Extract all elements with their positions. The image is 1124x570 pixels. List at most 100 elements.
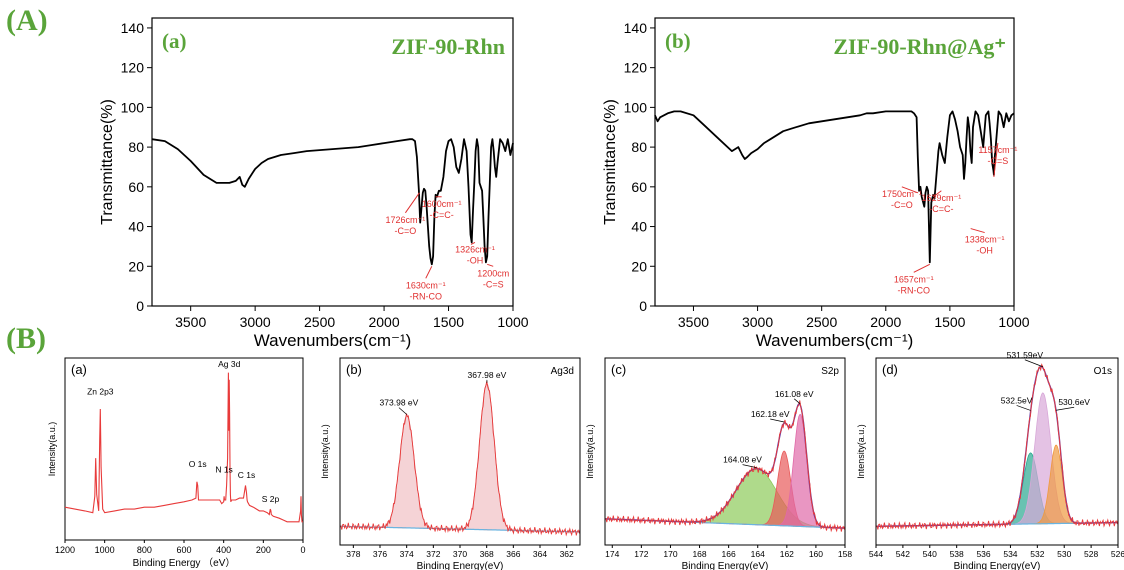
peak-label: O 1s: [189, 459, 207, 469]
annotation-text: -C=S: [483, 279, 504, 289]
x-tick-label: 528: [1084, 549, 1098, 559]
annotation-text: 1157cm⁻¹: [978, 145, 1017, 155]
peak-label: Ag 3d: [218, 359, 240, 369]
peak-leader: [1056, 406, 1075, 411]
y-tick-label: 100: [624, 99, 648, 115]
peak-label: 161.08 eV: [775, 389, 814, 399]
annotation-text: -C=C-: [430, 210, 454, 220]
x-tick-label: 2500: [304, 314, 335, 330]
x-tick-label: 3500: [175, 314, 206, 330]
raw-data-line: [876, 363, 1118, 530]
annotation-text: 1657cm⁻¹: [894, 274, 934, 284]
annotation-text: 1629cm⁻¹: [921, 193, 961, 203]
y-axis-label: Intensity(a.u.): [856, 424, 866, 479]
x-tick-label: 158: [838, 549, 852, 559]
annotation-text: 1326cm⁻¹: [455, 244, 495, 254]
raw-data-line: [340, 381, 580, 537]
y-tick-label: 100: [121, 99, 145, 115]
peak-label: S 2p: [262, 494, 280, 504]
annotation-text: -RN-CO: [898, 285, 931, 295]
x-tick-label: 600: [176, 545, 191, 555]
y-tick-label: 80: [128, 139, 144, 155]
x-tick-label: 1000: [497, 314, 528, 330]
peak-leader: [398, 407, 408, 415]
annotation-text: -OH: [976, 246, 993, 256]
fitted-peak: [340, 415, 580, 533]
x-tick-label: 544: [869, 549, 883, 559]
x-tick-label: 800: [137, 545, 152, 555]
x-tick-label: 370: [453, 549, 467, 559]
annotation-text: -C=O: [891, 200, 913, 210]
peak-label: N 1s: [215, 465, 232, 475]
x-tick-label: 1500: [934, 314, 965, 330]
corner-label: O1s: [1094, 366, 1112, 377]
annotation-leader: [933, 190, 942, 198]
annotation-text: 1338cm⁻¹: [965, 235, 1005, 245]
background-line: [340, 525, 580, 533]
x-tick-label: 366: [506, 549, 520, 559]
y-axis-label: Transmittance(%): [602, 99, 619, 225]
xps-o1s-chart: 544 542 540 538 536 534 532 530 528 526 Binding En…: [856, 350, 1124, 570]
peak-label: 531.59eV: [1007, 350, 1044, 360]
annotation-leader: [487, 263, 494, 267]
x-axis-label: Binding Energy(eV): [954, 561, 1041, 570]
y-tick-label: 40: [631, 219, 647, 235]
y-tick-label: 20: [631, 258, 647, 274]
fitted-peak: [876, 392, 1118, 527]
x-tick-label: 540: [923, 549, 937, 559]
annotation-text: 1600cm⁻¹: [422, 199, 462, 209]
panel-label: (c): [611, 362, 626, 377]
plot-frame: [339, 357, 581, 546]
peak-leader: [770, 418, 785, 423]
ftir-chart-a: 0 20 40 60 80 100 120 140 3500 3000 2500 2000 1500 10…: [99, 17, 529, 350]
plot-area: [340, 381, 580, 537]
y-axis-label: Intensity(a.u.): [47, 422, 57, 477]
panel-label: (d): [882, 362, 898, 377]
y-tick-label: 80: [631, 139, 647, 155]
x-tick-label: 200: [256, 545, 271, 555]
y-tick-label: 120: [624, 60, 648, 76]
peak-label: 162.18 eV: [751, 409, 790, 419]
x-tick-label: 3000: [240, 314, 271, 330]
annotation-text: -RN-CO: [410, 291, 443, 301]
x-tick-label: 376: [373, 549, 387, 559]
series-line: [64, 372, 303, 523]
x-tick-label: 1200: [55, 545, 75, 555]
corner-label: Ag3d: [551, 366, 574, 377]
y-axis-label: Intensity(a.u.): [320, 424, 330, 479]
panel-label: (b): [346, 362, 362, 377]
x-tick-label: 532: [1030, 549, 1044, 559]
x-tick-label: 172: [634, 549, 648, 559]
y-tick-label: 0: [136, 298, 144, 314]
plot-area: [605, 400, 845, 533]
x-tick-label: 168: [692, 549, 706, 559]
x-tick-label: 170: [663, 549, 677, 559]
peak-label: Zn 2p3: [87, 386, 114, 396]
section-label-a: (A): [6, 4, 48, 37]
annotation-text: 1200cm: [477, 268, 509, 278]
x-tick-label: 1000: [998, 314, 1029, 330]
annotation-leader: [470, 241, 476, 245]
x-tick-label: 164: [751, 549, 765, 559]
x-tick-label: 538: [950, 549, 964, 559]
peak-leader: [1024, 359, 1043, 368]
x-axis-label: Wavenumbers(cm⁻¹): [756, 331, 914, 350]
annotation-leader: [404, 192, 420, 214]
annotation-text: -C=S: [987, 156, 1008, 166]
peak-label: 530.6eV: [1058, 397, 1090, 407]
y-tick-label: 140: [121, 20, 145, 36]
x-axis-label: Wavenumbers(cm⁻¹): [254, 331, 412, 350]
x-tick-label: 3500: [678, 314, 709, 330]
x-tick-label: 1500: [433, 314, 464, 330]
series-line: [654, 110, 1015, 264]
annotation-text: -C=C-: [929, 204, 953, 214]
y-tick-label: 120: [121, 60, 145, 76]
raw-data-line: [605, 400, 845, 533]
peak-leader: [793, 398, 801, 405]
x-tick-label: 536: [976, 549, 990, 559]
chart-title: ZIF-90-Rhn: [391, 34, 505, 59]
x-tick-label: 162: [780, 549, 794, 559]
annotation-leader: [993, 142, 999, 177]
y-axis-label: Transmittance(%): [99, 99, 116, 225]
